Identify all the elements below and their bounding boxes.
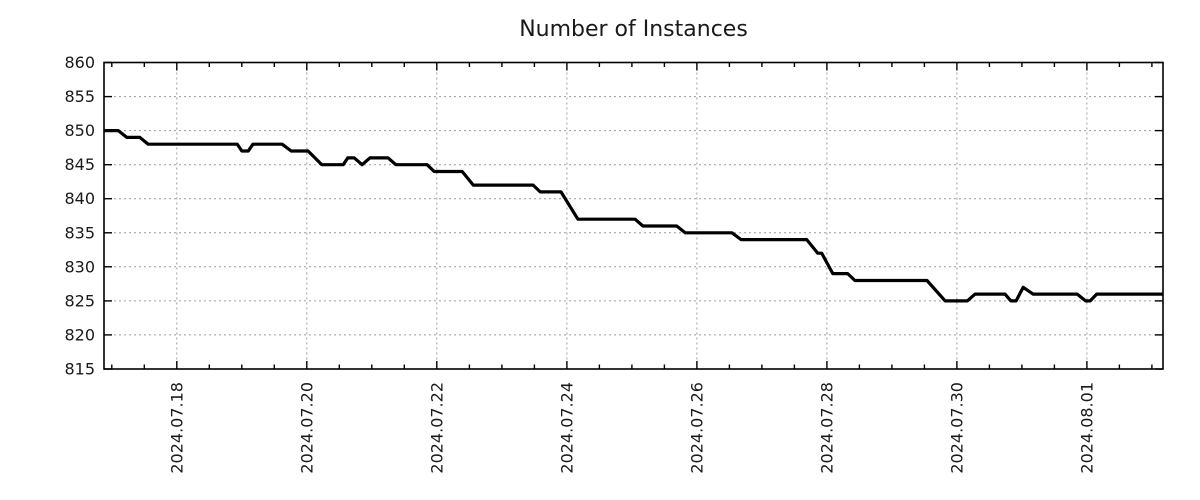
x-tick-label: 2024.07.18 xyxy=(167,382,186,474)
series-line xyxy=(104,129,1163,303)
x-tick-label: 2024.07.22 xyxy=(427,382,446,474)
chart-title: Number of Instances xyxy=(519,17,748,42)
x-tick-label: 2024.07.30 xyxy=(947,382,966,474)
y-tick-label: 860 xyxy=(64,53,95,72)
y-tick-label: 835 xyxy=(64,223,95,242)
x-tick-label: 2024.07.28 xyxy=(817,382,836,474)
y-tick-label: 825 xyxy=(64,291,95,310)
y-tick-label: 845 xyxy=(64,155,95,174)
y-tick-label: 850 xyxy=(64,121,95,140)
x-tick-label: 2024.07.26 xyxy=(687,382,706,474)
y-tick-label: 830 xyxy=(64,257,95,276)
x-tick-label: 2024.07.24 xyxy=(557,382,576,474)
y-tick-label: 840 xyxy=(64,189,95,208)
y-tick-label: 820 xyxy=(64,325,95,344)
x-tick-label: 2024.08.01 xyxy=(1077,382,1096,474)
plot-border xyxy=(103,61,1164,370)
y-tick-label: 815 xyxy=(64,360,95,379)
y-tick-label: 855 xyxy=(64,87,95,106)
x-tick-label: 2024.07.20 xyxy=(297,382,316,474)
